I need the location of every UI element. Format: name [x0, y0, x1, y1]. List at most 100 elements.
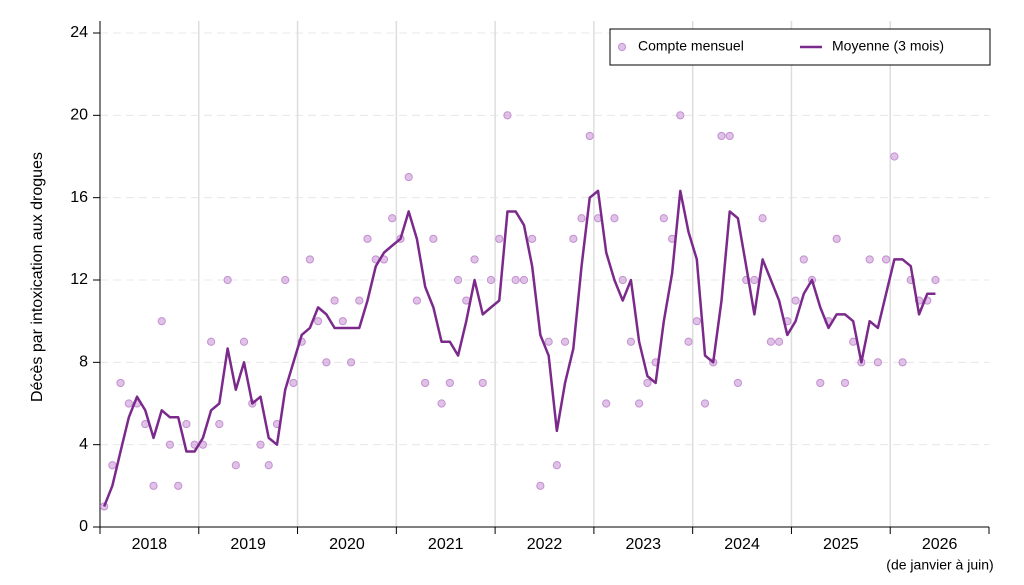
data-point: [816, 378, 825, 388]
data-point: [717, 131, 726, 141]
data-point: [733, 378, 743, 388]
data-point: [610, 214, 619, 223]
data-point: [552, 461, 561, 470]
data-point: [429, 234, 438, 243]
data-point: [231, 461, 240, 470]
x-tick-label: 2019: [230, 536, 266, 553]
data-point: [182, 419, 191, 429]
legend-label: Compte mensuel: [638, 38, 744, 54]
data-point: [478, 378, 487, 388]
x-annotation: (de janvier à juin): [886, 557, 993, 573]
data-point: [528, 234, 537, 243]
data-point: [832, 234, 841, 243]
data-point: [495, 234, 504, 243]
legend: Compte mensuel Moyenne (3 mois): [609, 28, 991, 66]
x-tick-label: 2022: [527, 536, 563, 553]
x-tick-label: 2025: [823, 536, 859, 553]
data-point: [437, 399, 446, 408]
y-tick-label: 0: [79, 518, 88, 535]
y-tick-label: 4: [79, 436, 88, 453]
data-point: [412, 296, 421, 305]
data-point: [766, 337, 775, 346]
data-point: [289, 378, 298, 388]
data-point: [116, 378, 125, 388]
data-point: [774, 337, 784, 346]
data-point: [758, 214, 767, 223]
y-tick-label: 20: [70, 107, 88, 124]
x-tick-label: 2024: [724, 536, 760, 553]
data-point: [207, 337, 216, 346]
x-tick-label: 2020: [329, 536, 365, 553]
legend-marker: [617, 42, 627, 52]
data-point: [157, 317, 166, 326]
y-tick-label: 16: [70, 189, 88, 206]
data-point: [215, 419, 224, 429]
data-point: [602, 399, 611, 408]
data-point: [149, 481, 158, 490]
data-point: [544, 337, 553, 346]
data-point: [898, 358, 907, 367]
data-point: [750, 275, 759, 285]
data-point: [560, 337, 570, 346]
data-point: [174, 481, 183, 490]
data-point: [264, 461, 273, 470]
data-point: [577, 214, 586, 223]
data-point: [223, 275, 232, 285]
data-point: [890, 152, 899, 161]
y-tick-label: 8: [79, 354, 88, 371]
x-tick-label: 2023: [625, 536, 661, 553]
data-point: [569, 234, 578, 243]
data-point: [659, 214, 668, 223]
line: [102, 189, 936, 507]
data-point: [322, 358, 331, 367]
data-point: [470, 255, 479, 264]
data-point: [626, 337, 636, 346]
data-point: [445, 378, 454, 388]
y-tick-label: 12: [70, 271, 88, 288]
data-point: [725, 131, 734, 141]
data-point: [256, 440, 265, 449]
y-axis-label: Décès par intoxication aux drogues: [29, 152, 46, 402]
legend-label: Moyenne (3 mois): [832, 38, 944, 54]
x-tick-label: 2021: [428, 536, 464, 553]
data-point: [453, 275, 463, 285]
data-point: [305, 255, 315, 264]
x-tick-label: 2026: [922, 536, 958, 553]
data-point: [519, 275, 529, 285]
data-point: [330, 296, 339, 305]
data-point: [338, 317, 347, 326]
data-point: [931, 275, 940, 285]
data-point: [165, 440, 175, 449]
data-point: [536, 481, 545, 490]
data-point: [486, 275, 496, 285]
data-point: [363, 234, 372, 243]
data-point: [314, 317, 323, 326]
data-point: [684, 337, 693, 346]
data-point: [873, 358, 882, 367]
data-point: [700, 399, 710, 408]
data-point: [635, 399, 644, 408]
data-point: [355, 296, 364, 305]
data-point: [108, 461, 117, 470]
data-point: [865, 255, 874, 264]
data-point: [346, 358, 356, 367]
data-point: [404, 172, 413, 182]
data-point: [124, 399, 133, 408]
data-point: [503, 111, 512, 120]
data-point: [791, 296, 800, 305]
x-tick-label: 2018: [132, 536, 168, 553]
data-point: [511, 275, 520, 285]
data-point: [799, 255, 808, 264]
data-point: [585, 131, 594, 141]
data-point: [676, 111, 685, 120]
data-point: [643, 378, 652, 388]
data-point: [881, 255, 891, 264]
data-point: [281, 275, 290, 285]
data-point: [388, 214, 397, 223]
data-point: [692, 317, 701, 326]
data-point: [840, 378, 850, 388]
data-point: [239, 337, 249, 346]
y-tick-label: 24: [70, 24, 88, 41]
data-point: [421, 378, 430, 388]
